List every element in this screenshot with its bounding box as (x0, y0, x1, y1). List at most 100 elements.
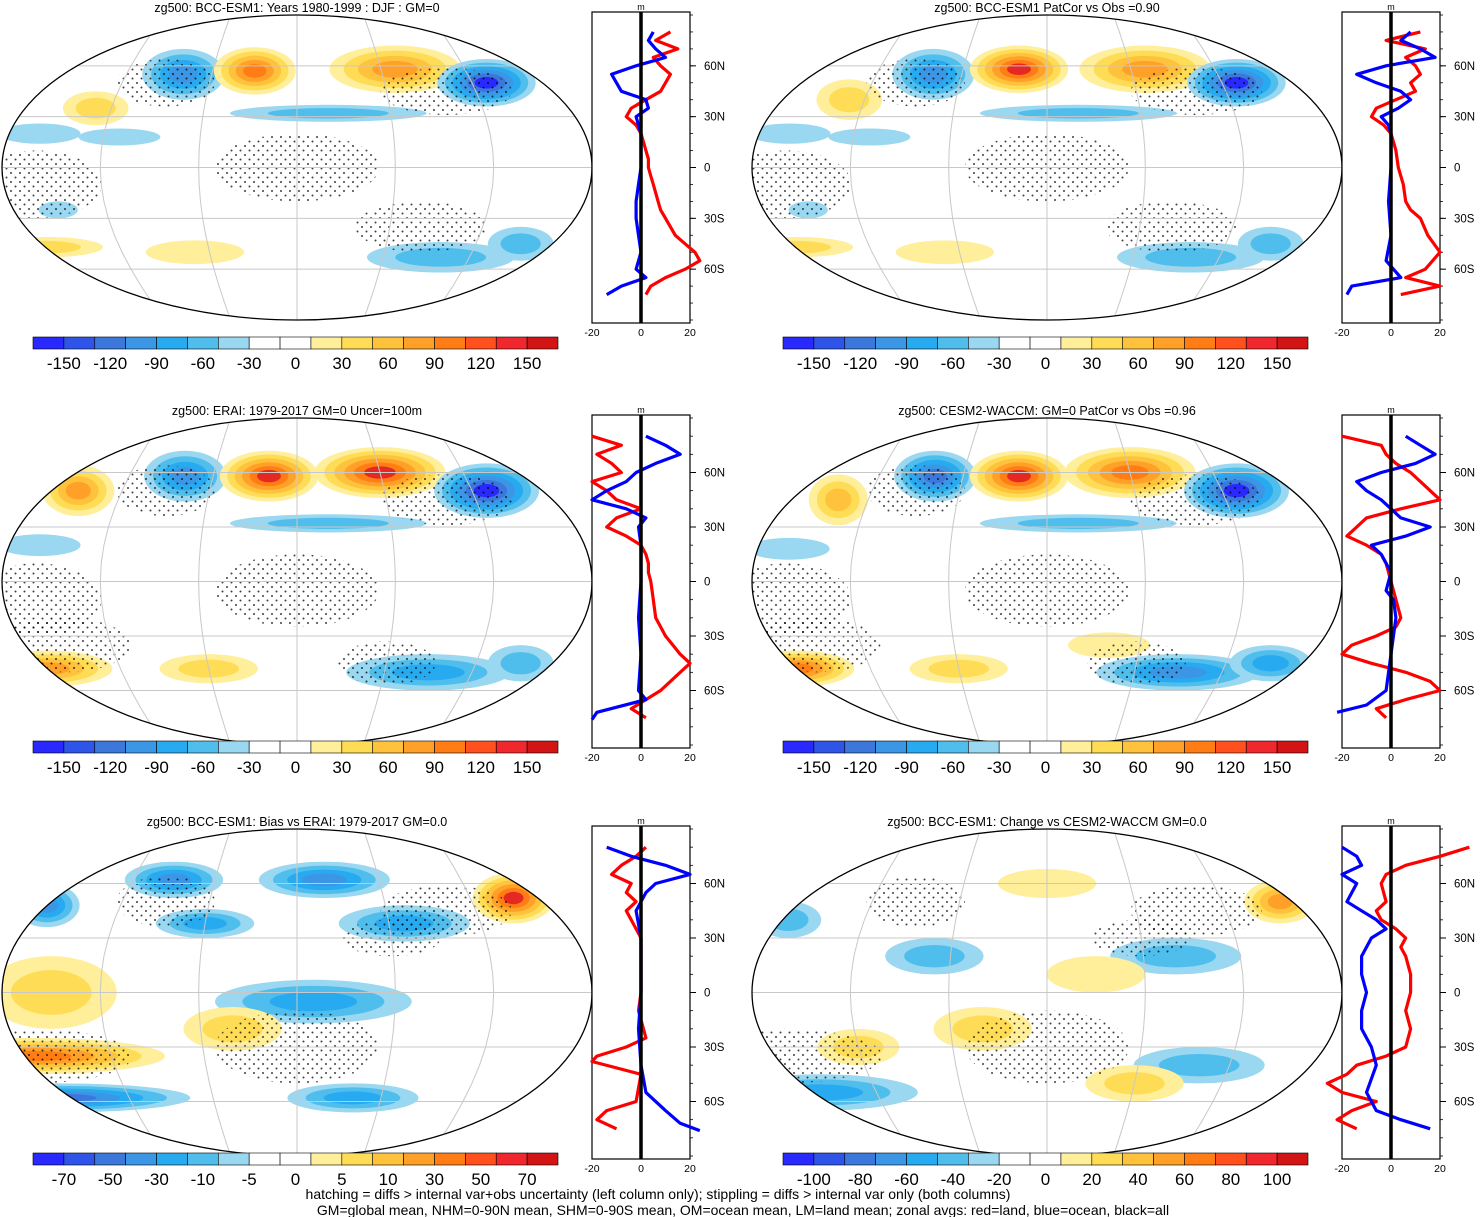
longitude-gridline (429, 829, 495, 1156)
colorbar-swatch-9 (1029, 336, 1062, 350)
colorbar-label-10: 50 (471, 1170, 490, 1189)
colorbar-swatch-15 (1215, 1152, 1247, 1166)
panel-title: zg500: BCC-ESM1: Bias vs ERAI: 1979-2017… (147, 815, 448, 829)
anomaly-contour-10-level-2 (500, 233, 541, 255)
colorbar-swatch-1 (782, 1152, 815, 1166)
profile-x-label: 0 (1388, 752, 1394, 764)
colorbar-label-3: -90 (894, 758, 919, 777)
anomaly-contour-7-level-1 (2, 123, 81, 144)
longitude-gridline (849, 418, 915, 745)
colorbar-label-1: -150 (797, 758, 831, 777)
profile-x-label: -20 (1334, 327, 1349, 339)
colorbar-swatch-15 (465, 740, 497, 754)
colorbar-swatch-6 (187, 740, 219, 754)
colorbar-swatch-12 (372, 336, 404, 350)
longitude-gridline (99, 829, 165, 1156)
zonal-avg-land-line (624, 30, 702, 296)
colorbar-swatch-13 (1153, 740, 1185, 754)
colorbar-swatch-15 (465, 336, 497, 350)
colorbar-label-9: 60 (1175, 1170, 1194, 1189)
map-field (752, 829, 1342, 1156)
anomaly-contour-9-level-2 (395, 247, 487, 267)
colorbar-swatch-14 (434, 336, 466, 350)
longitude-gridline (1179, 829, 1245, 1156)
colorbar-label-7: 30 (332, 354, 351, 373)
anomaly-contour-8-level-3 (775, 1084, 864, 1101)
anomaly-contour-6-level-2 (1017, 517, 1139, 529)
profile-y-label-60S: 60S (704, 264, 725, 276)
profile-y-label-0: 0 (1454, 163, 1460, 175)
longitude-gridline (1112, 418, 1146, 745)
anomaly-contour-1-level-4 (1267, 894, 1293, 910)
colorbar-swatch-14 (434, 740, 466, 754)
colorbar-swatch-7 (967, 740, 1000, 754)
panel-title: zg500: ERAI: 1979-2017 GM=0 Uncer=100m (172, 404, 422, 418)
anomaly-contour-3-level-2 (829, 87, 870, 113)
stippling-region-2 (116, 59, 215, 107)
colorbar-label-1: -100 (797, 1170, 831, 1189)
longitude-gridline (1179, 15, 1245, 320)
colorbar-label-11: 150 (1263, 758, 1291, 777)
footer-note-hatching: hatching = diffs > internal var+obs unce… (306, 1186, 1011, 1202)
profile-unit-label: m (637, 405, 645, 415)
longitude-gridline (1179, 418, 1245, 745)
longitude-gridline (1112, 829, 1146, 1156)
colorbar-swatch-4 (875, 336, 907, 350)
colorbar-swatch-8 (998, 336, 1031, 350)
colorbar-swatch-11 (341, 336, 374, 350)
panel-2: zg500: BCC-ESM1 PatCor vs Obs =0.90-150-… (751, 1, 1475, 373)
profile-y-label-30N: 30N (1454, 112, 1475, 124)
colorbar-swatch-10 (1060, 1152, 1093, 1166)
colorbar-swatch-9 (1029, 740, 1062, 754)
zonal-avg-ocean-line (590, 434, 682, 721)
colorbar-label-5: -20 (987, 1170, 1012, 1189)
colorbar-swatch-17 (1276, 740, 1309, 754)
anomaly-contour-3-level-4 (65, 481, 91, 500)
colorbar-label-6: 0 (1041, 1170, 1050, 1189)
longitude-gridline (1112, 15, 1146, 320)
colorbar-label-8: 40 (1129, 1170, 1148, 1189)
colorbar-label-2: -120 (843, 758, 877, 777)
colorbar-label-10: 80 (1221, 1170, 1240, 1189)
colorbar-swatch-3 (844, 740, 876, 754)
anomaly-contour-6-level-2 (1017, 108, 1139, 119)
profile-y-label-30S: 30S (704, 213, 725, 225)
profile-y-label-30N: 30N (704, 933, 725, 945)
colorbar-swatch-16 (495, 740, 528, 754)
zonal-avg-land-line (590, 434, 692, 720)
anomaly-contour-7-level-3 (269, 991, 358, 1012)
colorbar-label-10: 120 (1217, 758, 1245, 777)
colorbar-label-11: 100 (1263, 1170, 1291, 1189)
anomaly-contour-5-level-1 (1046, 956, 1146, 993)
longitude-gridline (948, 418, 982, 745)
profile-x-label: 0 (1388, 1163, 1394, 1175)
colorbar-swatch-11 (1091, 1152, 1124, 1166)
panel-5: zg500: BCC-ESM1: Bias vs ERAI: 1979-2017… (1, 815, 725, 1189)
profile-y-label-30S: 30S (1454, 213, 1475, 225)
colorbar-label-8: 60 (1129, 758, 1148, 777)
colorbar-label-5: -30 (987, 354, 1012, 373)
colorbar-swatch-2 (813, 1152, 846, 1166)
colorbar-swatch-14 (1184, 1152, 1216, 1166)
colorbar-swatch-7 (217, 740, 250, 754)
profile-x-label: 0 (638, 752, 644, 764)
zonal-avg-ocean-line (1340, 845, 1431, 1131)
stippling-region-2 (866, 465, 965, 517)
colorbar-swatch-11 (1091, 740, 1124, 754)
anomaly-contour-9-level-2 (1145, 247, 1237, 267)
stippling-region-5 (1105, 201, 1237, 253)
anomaly-contour-8-level-1 (828, 128, 911, 146)
colorbar-swatch-1 (32, 740, 65, 754)
anomaly-contour-11-level-2 (500, 652, 541, 675)
longitude-gridline (99, 15, 165, 320)
stippling-region-5 (2, 617, 131, 673)
colorbar-label-4: -60 (941, 758, 966, 777)
colorbar-swatch-16 (495, 1152, 528, 1166)
colorbar-swatch-10 (310, 740, 343, 754)
anomaly-contour-7-level-1 (2, 534, 81, 557)
colorbar-swatch-12 (372, 740, 404, 754)
colorbar-swatch-11 (341, 740, 374, 754)
profile-x-label: -20 (584, 752, 599, 764)
profile-x-label: 20 (1434, 327, 1446, 339)
anomaly-contour-5-level-4 (301, 873, 348, 887)
